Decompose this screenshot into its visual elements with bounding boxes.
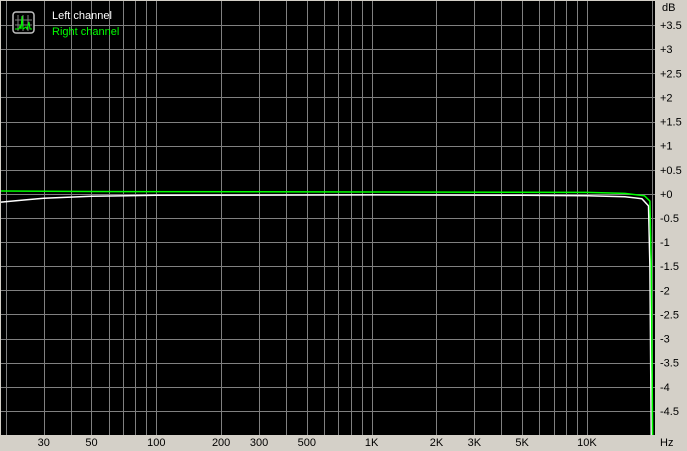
x-tick-label: 50 (85, 437, 97, 449)
y-tick-label: -1 (660, 237, 670, 249)
y-tick-label: -4 (660, 382, 670, 394)
spectrum-icon (12, 11, 35, 34)
y-tick-labels: +3.5 +3 +2.5 +2 +1.5 +1 +0.5 +0 -0.5 -1 -1.5 -2 -2.5… (660, 20, 682, 418)
y-tick-label: -0.5 (660, 213, 679, 225)
y-tick-label: -4.5 (660, 406, 679, 418)
x-axis-label: Hz (660, 437, 673, 449)
right-channel-line (1, 190, 654, 435)
x-tick-label: 100 (147, 437, 165, 449)
x-tick-label: 2K (430, 437, 444, 449)
y-tick-label: +0.5 (660, 165, 682, 177)
x-tick-label: 300 (250, 437, 268, 449)
x-tick-label: 5K (515, 437, 529, 449)
x-tick-labels: 30 50 100 200 300 500 1K 2K 3K 5K 10K (38, 437, 598, 449)
y-tick-label: -2.5 (660, 309, 679, 321)
y-tick-label: -3 (660, 334, 670, 346)
y-tick-label: +1 (660, 141, 673, 153)
x-tick-label: 3K (468, 437, 482, 449)
y-tick-label: +1.5 (660, 117, 682, 129)
y-axis-label: dB (662, 2, 675, 14)
x-tick-label: 500 (298, 437, 316, 449)
y-tick-label: +2 (660, 92, 673, 104)
x-tick-label: 10K (577, 437, 597, 449)
x-tick-label: 30 (38, 437, 50, 449)
y-tick-label: +0 (660, 189, 673, 201)
series-lines (1, 190, 654, 435)
left-channel-line (1, 194, 652, 435)
legend: Left channel Right channel (12, 10, 119, 38)
legend-right-channel: Right channel (52, 26, 119, 38)
y-tick-label: -1.5 (660, 261, 679, 273)
legend-left-channel: Left channel (52, 10, 112, 22)
y-tick-label: -2 (660, 285, 670, 297)
y-tick-label: +3 (660, 44, 673, 56)
grid (1, 1, 655, 435)
y-tick-label: +2.5 (660, 68, 682, 80)
x-tick-label: 1K (365, 437, 379, 449)
x-tick-label: 200 (212, 437, 230, 449)
y-tick-label: +3.5 (660, 20, 682, 32)
y-tick-label: -3.5 (660, 358, 679, 370)
